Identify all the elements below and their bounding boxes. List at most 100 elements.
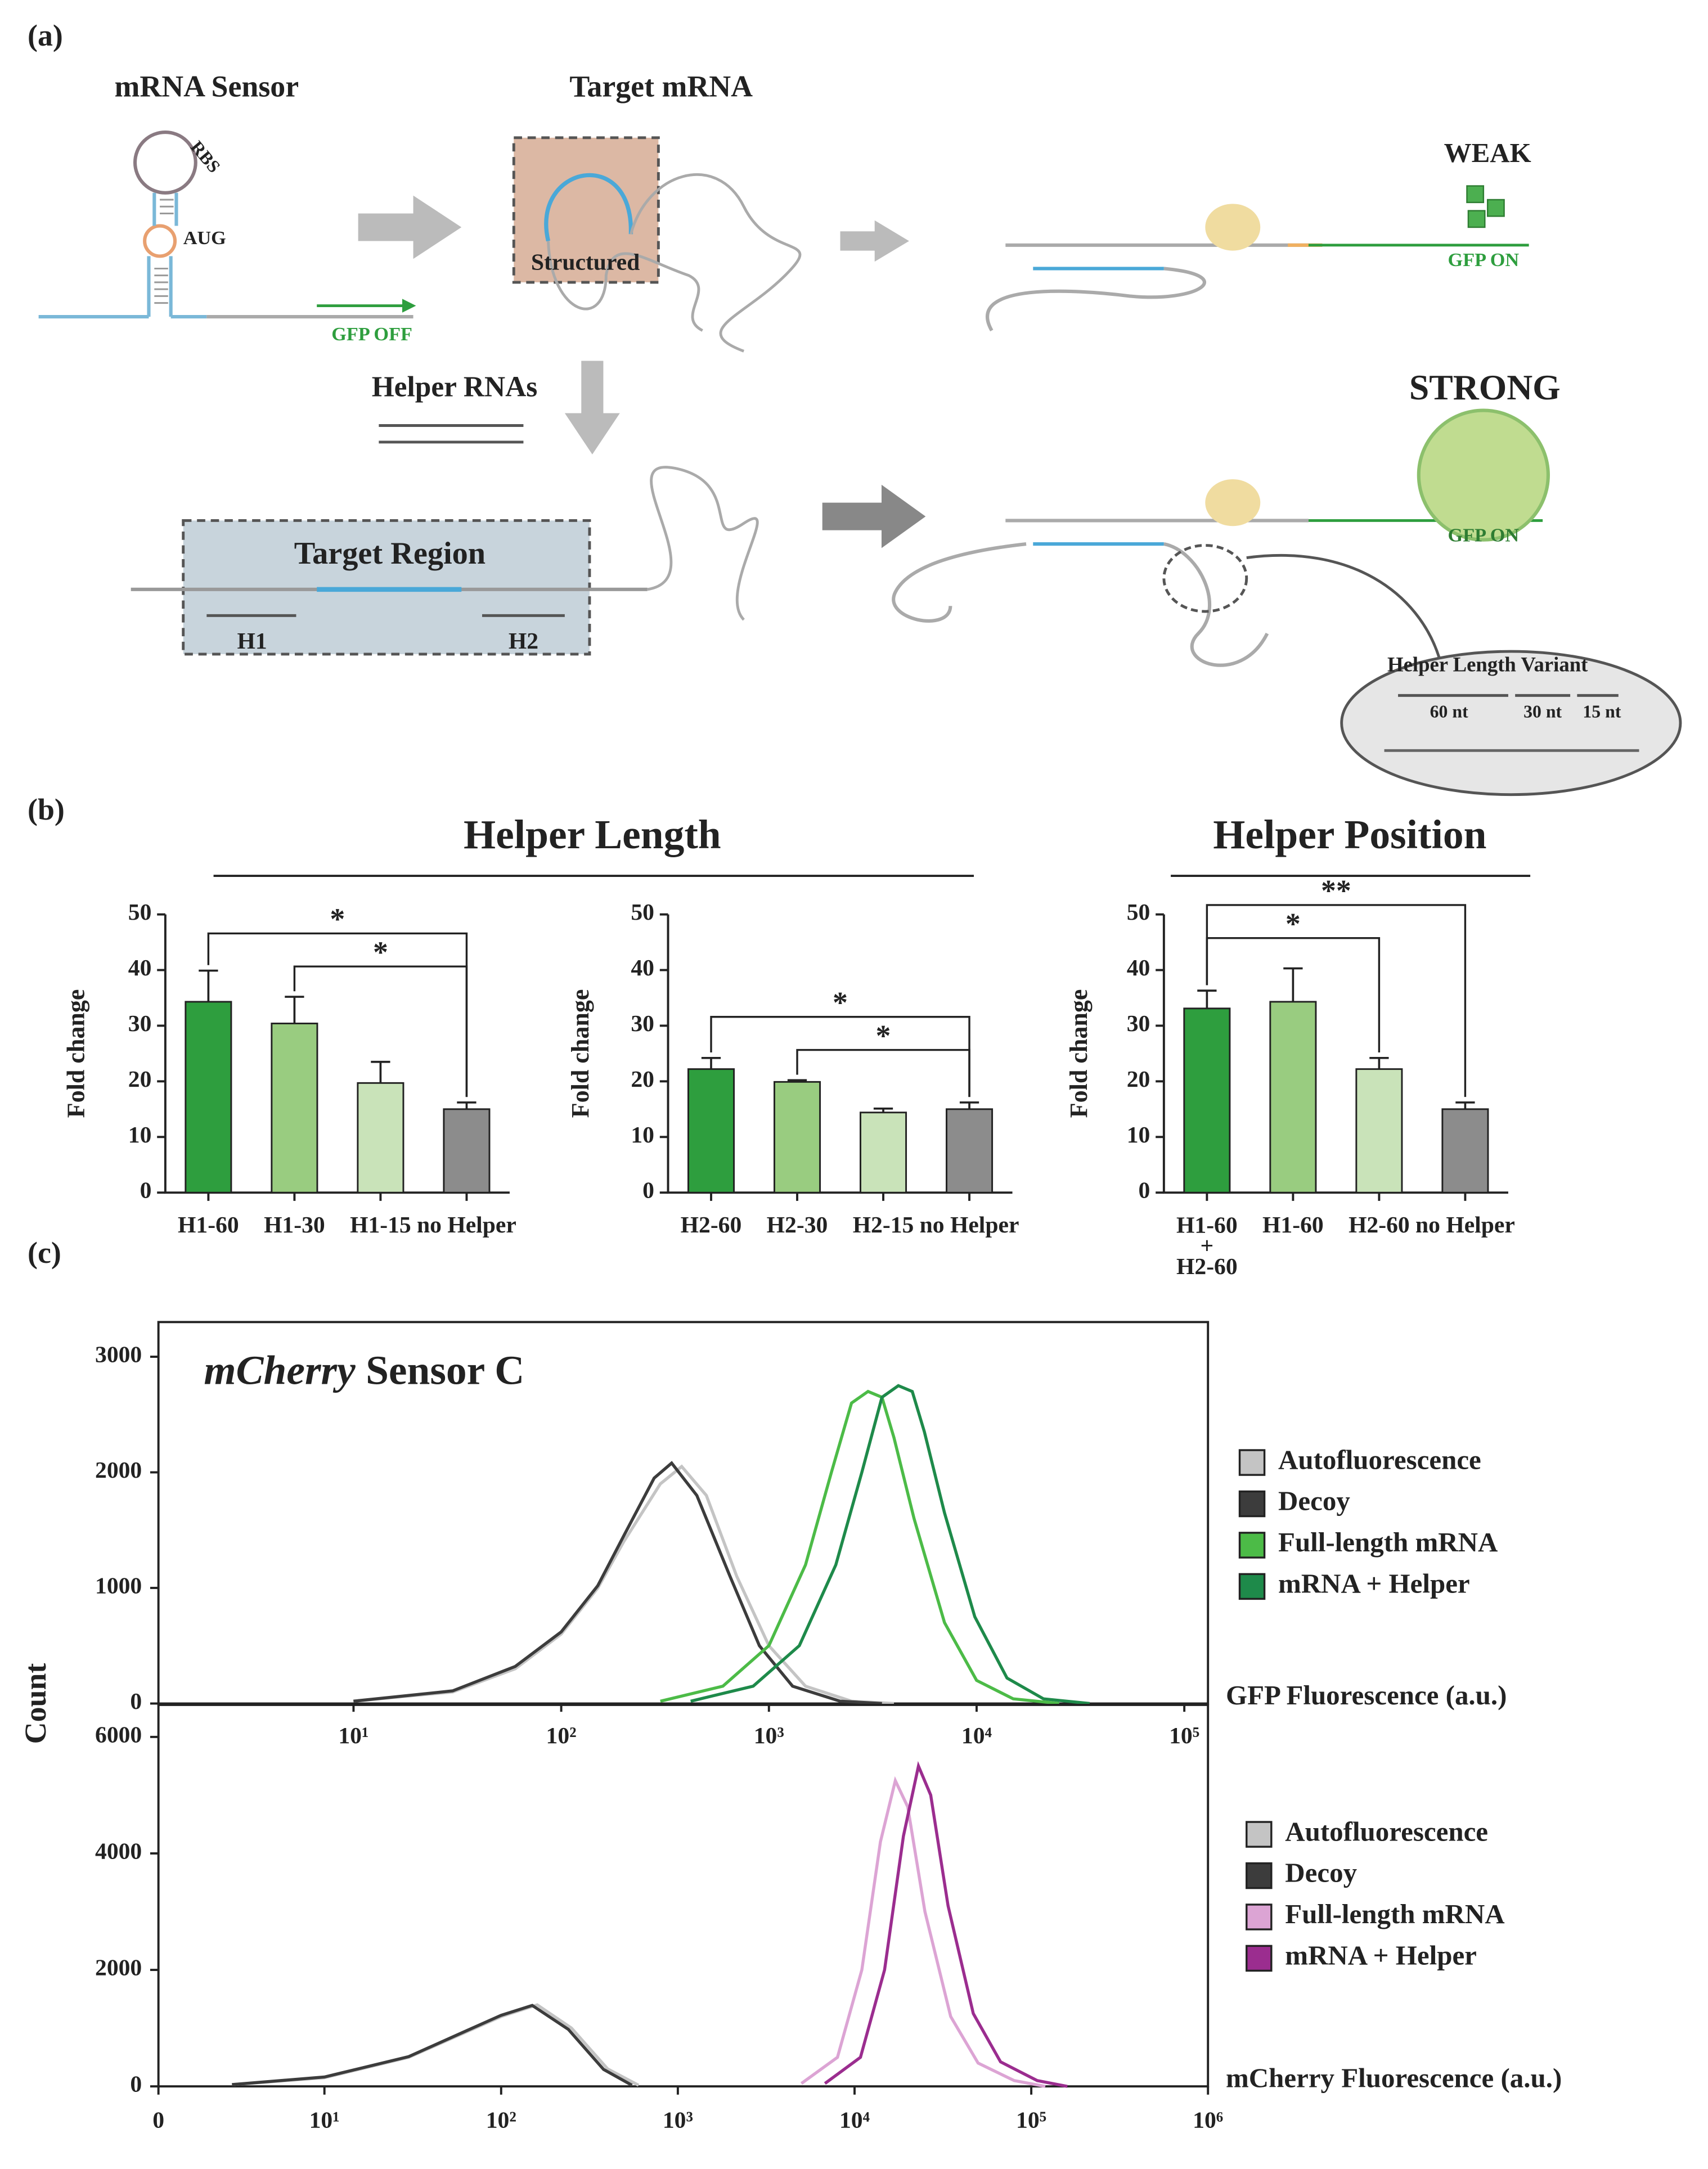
- x-tick-label: H2-60: [1349, 1212, 1410, 1238]
- legend-label: Decoy: [1285, 1857, 1357, 1888]
- error-bar: [787, 1079, 807, 1082]
- mrna-strand: [547, 173, 802, 353]
- x-tick-label: H2-60: [681, 1212, 742, 1238]
- target-region-box: [182, 519, 591, 656]
- bar: [1355, 1068, 1403, 1194]
- label: mRNA Sensor: [114, 69, 299, 103]
- y-tick-label: 0: [1139, 1178, 1150, 1204]
- histogram-line: [660, 1389, 1060, 1706]
- significance-bracket: [293, 965, 468, 1097]
- panel-label: (c): [28, 1236, 61, 1270]
- significance-bracket: [1206, 904, 1467, 1097]
- y-tick-label: 0: [140, 1178, 152, 1204]
- legend-label: mRNA + Helper: [1278, 1568, 1470, 1599]
- label: 30 nt: [1523, 701, 1562, 721]
- legend-swatch: [1238, 1573, 1266, 1600]
- y-axis-label: Fold change: [62, 989, 90, 1118]
- legend-swatch: [1238, 1449, 1266, 1476]
- label: GFP ON: [1448, 525, 1520, 546]
- error-bar: [959, 1101, 979, 1109]
- y-axis-label: Fold change: [1065, 989, 1093, 1118]
- error-bar: [199, 969, 218, 1002]
- weak-complex: [986, 185, 1529, 332]
- chart-title: mCherry Sensor C: [204, 1347, 524, 1393]
- y-tick-label: 20: [128, 1066, 152, 1092]
- histogram-line: [690, 1384, 1090, 1706]
- bar: [185, 1001, 232, 1194]
- error-bar: [701, 1056, 721, 1069]
- error-bar: [457, 1101, 477, 1109]
- y-axis-label: Count: [19, 1663, 52, 1744]
- y-tick-label: 30: [631, 1011, 654, 1037]
- significance-label: **: [1321, 874, 1351, 908]
- label: WEAK: [1444, 137, 1531, 168]
- legend-swatch: [1246, 1821, 1273, 1848]
- y-tick-label: 10: [631, 1122, 654, 1148]
- x-tick-label: H1-60 + H2-60: [1176, 1212, 1238, 1279]
- legend-swatch: [1246, 1904, 1273, 1930]
- legend-label: mRNA + Helper: [1285, 1940, 1477, 1971]
- y-tick-label: 4000: [95, 1839, 142, 1865]
- x-tick-label: 10⁶: [1193, 2107, 1223, 2133]
- label: GFP OFF: [331, 323, 412, 345]
- plot-frame: [157, 1321, 1210, 1705]
- histogram-line: [353, 1464, 895, 1706]
- x-tick-label: H1-60: [178, 1212, 239, 1238]
- y-tick-label: 20: [631, 1066, 654, 1092]
- x-tick-label: 10²: [486, 2107, 516, 2133]
- x-tick-label: H1-30: [264, 1212, 325, 1238]
- significance-label: *: [373, 935, 388, 969]
- label: Target mRNA: [569, 69, 753, 103]
- histogram-line: [800, 1776, 1046, 2088]
- label: GFP ON: [1448, 249, 1520, 271]
- bar: [1183, 1007, 1231, 1194]
- error-bar: [1283, 967, 1303, 1002]
- label: Target Region: [294, 536, 486, 571]
- significance-label: *: [876, 1019, 891, 1052]
- y-tick-label: 50: [631, 899, 654, 925]
- significance-label: *: [1286, 907, 1301, 940]
- bar: [687, 1068, 735, 1194]
- y-tick-label: 40: [631, 955, 654, 981]
- significance-bracket: [1206, 937, 1381, 1053]
- label: AUG: [183, 227, 226, 249]
- structured-box: [512, 136, 660, 284]
- y-tick-label: 2000: [95, 1457, 142, 1483]
- x-axis-label: mCherry Fluorescence (a.u.): [1226, 2063, 1562, 2094]
- x-tick-label: H2-15: [853, 1212, 914, 1238]
- legend-label: Decoy: [1278, 1486, 1350, 1516]
- error-bar: [873, 1107, 893, 1113]
- bar: [271, 1023, 318, 1194]
- y-tick-label: 0: [642, 1178, 654, 1204]
- x-tick-label: no Helper: [1415, 1212, 1515, 1238]
- y-tick-label: 6000: [95, 1722, 142, 1748]
- error-bar: [285, 996, 304, 1024]
- group-title: Helper Length: [464, 812, 721, 857]
- label: STRONG: [1409, 367, 1561, 407]
- y-tick-label: 1000: [95, 1573, 142, 1599]
- y-tick-label: 30: [128, 1011, 152, 1037]
- y-tick-label: 10: [1127, 1122, 1150, 1148]
- y-tick-label: 50: [128, 899, 152, 925]
- x-tick-label: H1-60: [1262, 1212, 1324, 1238]
- legend-label: Autofluorescence: [1285, 1816, 1488, 1847]
- label: RBS: [187, 137, 224, 177]
- histogram-line: [824, 1761, 1068, 2088]
- bar: [773, 1081, 821, 1194]
- y-tick-label: 2000: [95, 1955, 142, 1981]
- x-axis-label: GFP Fluorescence (a.u.): [1226, 1680, 1507, 1711]
- label: H1: [237, 628, 267, 654]
- bar: [1441, 1108, 1489, 1194]
- label: H2: [509, 628, 538, 654]
- x-tick-label: H2-30: [767, 1212, 828, 1238]
- error-bar: [371, 1060, 390, 1083]
- x-tick-label: 10⁴: [839, 2107, 870, 2133]
- group-title: Helper Position: [1213, 812, 1486, 857]
- sensor-drawing: [38, 130, 926, 548]
- significance-bracket: [207, 932, 468, 1097]
- x-tick-label: H1-15: [350, 1212, 411, 1238]
- x-tick-label: 10³: [663, 2107, 693, 2133]
- legend-swatch: [1238, 1490, 1266, 1518]
